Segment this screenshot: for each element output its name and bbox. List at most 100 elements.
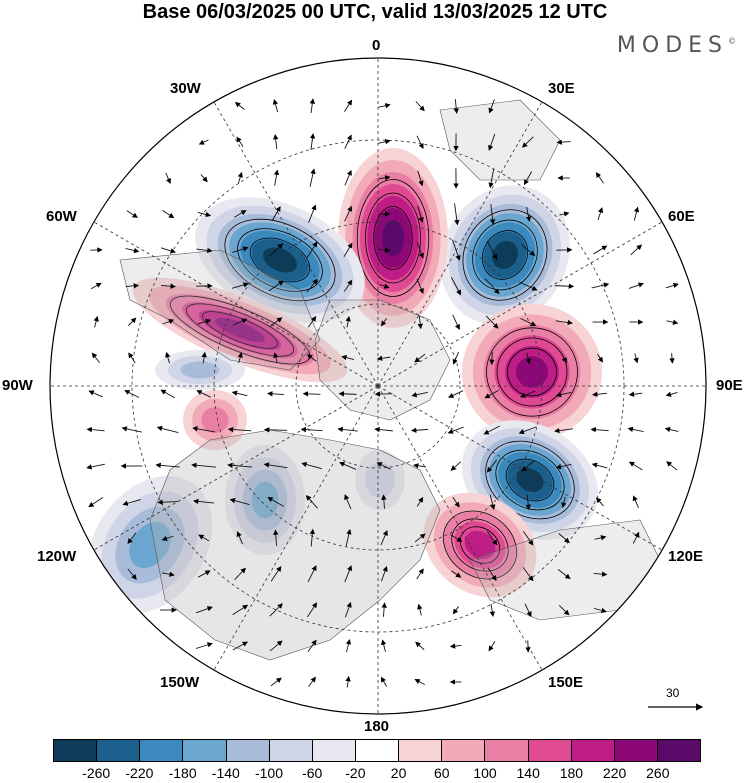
- wind-arrow: [232, 246, 249, 253]
- wind-arrow: [488, 133, 496, 151]
- wind-arrow: [308, 676, 316, 687]
- wind-arrow: [302, 391, 321, 397]
- wind-arrow: [231, 282, 249, 289]
- anomaly-contour: [129, 521, 171, 569]
- colorbar-tick-label: -100: [254, 765, 284, 781]
- wind-arrow: [300, 426, 323, 433]
- wind-arrow: [525, 494, 531, 511]
- wind-arrow: [339, 461, 357, 470]
- meridian-line: [377, 221, 663, 387]
- wind-arrow: [380, 565, 388, 582]
- wind-arrow: [197, 211, 212, 218]
- wind-arrow: [229, 498, 250, 505]
- wind-arrow: [449, 643, 462, 649]
- colorbar-swatch: [656, 740, 701, 761]
- wind-arrow: [309, 98, 316, 113]
- colorbar-tick-label: 220: [602, 765, 627, 781]
- wind-arrow: [453, 99, 459, 114]
- wind-arrow: [590, 426, 609, 433]
- wind-arrow: [91, 352, 101, 364]
- colorbar-tick-label: 60: [434, 765, 450, 781]
- colorbar-ticks: -260 -220 -180 -140 -100 -60 -20 20 60 100 140 180 2…: [53, 765, 701, 783]
- wind-arrow: [160, 247, 176, 254]
- wind-arrow: [234, 567, 247, 580]
- wind-arrow: [628, 282, 644, 289]
- wind-arrow: [417, 603, 423, 616]
- wind-vectors: [86, 98, 679, 688]
- colorbar-swatch: [54, 740, 97, 761]
- wind-arrow: [666, 461, 678, 471]
- lon-label-150w: 150W: [160, 674, 200, 691]
- wind-arrow: [306, 354, 317, 362]
- wind-arrow: [414, 679, 425, 685]
- vector-scale-arrow: [648, 703, 704, 711]
- wind-arrow: [664, 426, 679, 433]
- anomaly-isoline: [237, 228, 323, 292]
- wind-arrow: [270, 677, 282, 687]
- vector-scale-label: 30: [666, 686, 680, 700]
- anomaly-isoline: [496, 337, 568, 407]
- anomaly-contour: [464, 530, 496, 560]
- wind-arrow: [378, 247, 391, 253]
- wind-arrow: [125, 283, 140, 289]
- wind-arrow: [558, 604, 570, 616]
- colorbar-swatch: [398, 740, 442, 761]
- lon-label-90w: 90W: [2, 377, 33, 394]
- colorbar-swatch: [225, 740, 269, 761]
- anomaly-isoline: [451, 518, 509, 572]
- wind-arrow: [524, 603, 532, 618]
- wind-arrow: [93, 315, 99, 328]
- wind-arrow: [489, 351, 495, 366]
- wind-arrow: [416, 278, 424, 294]
- wind-arrow: [344, 205, 352, 222]
- wind-arrow: [415, 101, 425, 112]
- africa-landmass: [439, 99, 561, 181]
- wind-arrow: [416, 568, 424, 580]
- wind-arrow: [519, 281, 538, 291]
- colorbar-swatch: [570, 740, 614, 761]
- anomaly-contour: [251, 481, 279, 519]
- colorbar-tick-label: -140: [211, 765, 240, 781]
- wind-arrow: [452, 606, 460, 615]
- wind-arrow: [301, 461, 322, 470]
- anomaly-contour: [201, 407, 229, 433]
- wind-arrow: [345, 315, 351, 328]
- wind-arrow: [125, 247, 140, 254]
- wind-arrow: [381, 639, 387, 652]
- wind-arrow: [232, 604, 249, 616]
- wind-arrow: [197, 318, 212, 325]
- wind-arrow: [195, 606, 213, 614]
- wind-arrow: [628, 461, 643, 471]
- wind-arrow: [416, 241, 424, 259]
- colorbar-swatch: [527, 740, 571, 761]
- lon-label-120w: 120W: [37, 548, 77, 565]
- meridian-line: [93, 221, 379, 387]
- meridian-line: [377, 385, 663, 551]
- colorbar-swatch: [441, 740, 485, 761]
- anomaly-isoline: [356, 179, 430, 297]
- meridian-line: [377, 385, 543, 671]
- wind-arrow: [343, 242, 353, 257]
- meridian-line: [377, 101, 543, 387]
- wind-arrow: [127, 568, 137, 580]
- wind-arrow: [488, 99, 495, 114]
- wind-arrow: [416, 135, 424, 150]
- wind-arrow: [594, 535, 607, 541]
- wind-arrow: [556, 139, 571, 145]
- wind-arrow: [485, 315, 499, 329]
- colorbar-swatch: [613, 740, 657, 761]
- colorbar-tick-label: -20: [345, 765, 366, 781]
- wind-arrow: [374, 426, 393, 433]
- wind-arrow: [88, 390, 103, 398]
- wind-arrow: [555, 463, 572, 470]
- wind-arrow: [269, 640, 283, 652]
- wind-arrow: [378, 103, 391, 109]
- wind-arrow: [628, 391, 643, 397]
- wind-arrow: [417, 170, 424, 187]
- wind-arrow: [486, 459, 497, 473]
- wind-arrow: [344, 601, 352, 618]
- wind-arrow: [273, 529, 279, 546]
- colorbar-swatch: [96, 740, 140, 761]
- wind-arrow: [522, 136, 534, 148]
- lon-label-180: 180: [364, 718, 390, 735]
